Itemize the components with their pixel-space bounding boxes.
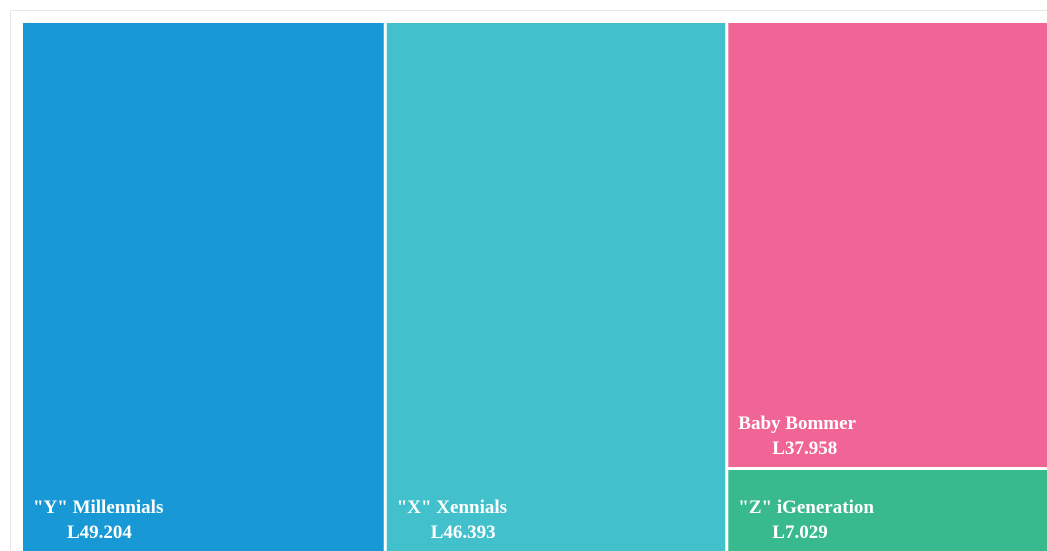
tile-baby-bommer[interactable]	[728, 23, 1047, 468]
treemap-chart: "Y" Millennials L49.204 "X" Xennials L46.39…	[23, 23, 1047, 551]
tile-label-y-millennials: "Y" Millennials	[33, 497, 163, 518]
treemap-tiles: "Y" Millennials L49.204 "X" Xennials L46.39…	[23, 23, 1047, 551]
tile-value-z-igeneration: L7.029	[772, 522, 827, 543]
tile-label-baby-bommer: Baby Bommer	[738, 413, 856, 434]
tile-value-y-millennials: L49.204	[67, 522, 132, 543]
tile-value-x-xennials: L46.393	[431, 522, 496, 543]
tile-x-xennials[interactable]	[386, 23, 726, 551]
chart-frame: "Y" Millennials L49.204 "X" Xennials L46.39…	[10, 10, 1047, 551]
tile-z-igeneration[interactable]	[728, 470, 1047, 551]
tile-label-z-igeneration: "Z" iGeneration	[738, 497, 874, 518]
tile-value-baby-bommer: L37.958	[772, 438, 837, 459]
tile-y-millennials[interactable]	[23, 23, 384, 551]
tile-label-x-xennials: "X" Xennials	[397, 497, 507, 518]
